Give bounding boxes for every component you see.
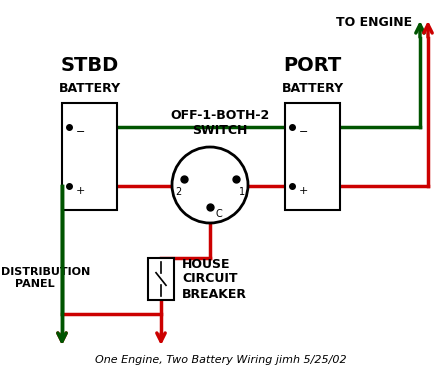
Text: STBD: STBD (60, 56, 119, 75)
Text: BATTERY: BATTERY (59, 82, 120, 95)
Text: +: + (76, 186, 86, 196)
Bar (285, 103, 340, 210)
Text: 1: 1 (239, 187, 245, 197)
Bar (62, 103, 117, 210)
Text: HOUSE
CIRCUIT
BREAKER: HOUSE CIRCUIT BREAKER (182, 258, 247, 300)
Text: One Engine, Two Battery Wiring jimh 5/25/02: One Engine, Two Battery Wiring jimh 5/25… (95, 355, 346, 365)
Text: 2: 2 (175, 187, 181, 197)
Text: PORT: PORT (284, 56, 342, 75)
Bar (148, 258, 174, 300)
Text: BATTERY: BATTERY (281, 82, 344, 95)
Text: −: − (76, 127, 86, 137)
Text: −: − (299, 127, 308, 137)
Text: TO DISTRIBUTION
PANEL: TO DISTRIBUTION PANEL (0, 267, 90, 289)
Text: C: C (215, 209, 222, 219)
Text: TO ENGINE: TO ENGINE (336, 17, 412, 30)
Text: +: + (299, 186, 308, 196)
Text: OFF-1-BOTH-2
SWITCH: OFF-1-BOTH-2 SWITCH (170, 109, 269, 137)
Circle shape (172, 147, 248, 223)
